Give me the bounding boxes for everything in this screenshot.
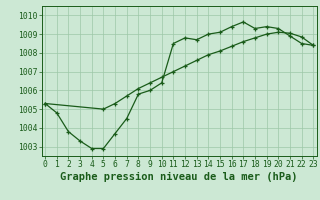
X-axis label: Graphe pression niveau de la mer (hPa): Graphe pression niveau de la mer (hPa) bbox=[60, 172, 298, 182]
